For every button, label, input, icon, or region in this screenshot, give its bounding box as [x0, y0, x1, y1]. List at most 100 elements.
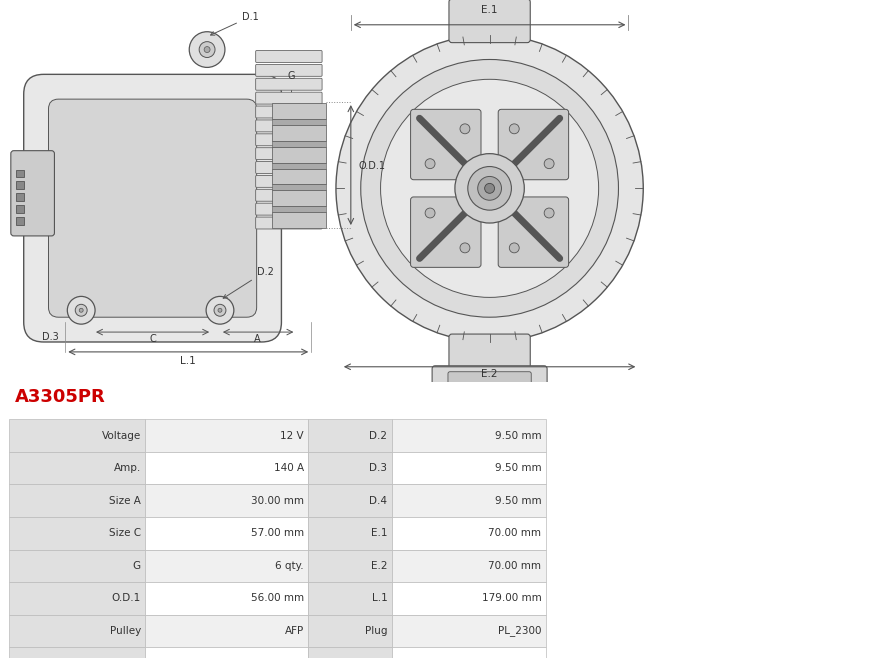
- FancyBboxPatch shape: [9, 517, 145, 549]
- Bar: [271, 103, 326, 119]
- Text: D.3: D.3: [42, 332, 59, 342]
- FancyBboxPatch shape: [145, 452, 308, 484]
- Bar: [16, 193, 24, 201]
- Text: 9.50 mm: 9.50 mm: [494, 463, 541, 473]
- Bar: [16, 205, 24, 213]
- Bar: [271, 190, 326, 206]
- FancyBboxPatch shape: [9, 582, 145, 615]
- Circle shape: [214, 304, 226, 316]
- Text: E.1: E.1: [481, 5, 498, 15]
- FancyBboxPatch shape: [145, 517, 308, 549]
- Text: 9.50 mm: 9.50 mm: [494, 495, 541, 506]
- Text: E.1: E.1: [371, 528, 388, 538]
- FancyBboxPatch shape: [145, 582, 308, 615]
- Text: D.4: D.4: [369, 495, 388, 506]
- FancyBboxPatch shape: [308, 647, 392, 658]
- FancyBboxPatch shape: [9, 647, 145, 658]
- Text: 30.00 mm: 30.00 mm: [251, 495, 304, 506]
- FancyBboxPatch shape: [11, 151, 54, 236]
- Bar: [271, 168, 326, 184]
- Text: D.2: D.2: [369, 431, 388, 441]
- FancyBboxPatch shape: [308, 419, 392, 452]
- Bar: [271, 119, 326, 125]
- FancyBboxPatch shape: [256, 134, 322, 145]
- FancyBboxPatch shape: [256, 147, 322, 160]
- Bar: [16, 170, 24, 178]
- FancyBboxPatch shape: [145, 419, 308, 452]
- FancyBboxPatch shape: [392, 484, 546, 517]
- FancyBboxPatch shape: [392, 549, 546, 582]
- Circle shape: [361, 59, 619, 317]
- Circle shape: [425, 208, 435, 218]
- FancyBboxPatch shape: [392, 647, 546, 658]
- Circle shape: [509, 243, 519, 253]
- Text: E.2: E.2: [481, 368, 498, 379]
- Bar: [271, 141, 326, 147]
- FancyBboxPatch shape: [256, 176, 322, 188]
- FancyBboxPatch shape: [9, 615, 145, 647]
- FancyBboxPatch shape: [308, 549, 392, 582]
- Text: D.3: D.3: [369, 463, 388, 473]
- Text: AFP: AFP: [284, 626, 304, 636]
- Circle shape: [79, 309, 84, 313]
- Text: O.D.1: O.D.1: [112, 594, 140, 603]
- Bar: [271, 147, 326, 163]
- FancyBboxPatch shape: [308, 484, 392, 517]
- FancyBboxPatch shape: [24, 74, 282, 342]
- FancyBboxPatch shape: [308, 452, 392, 484]
- FancyBboxPatch shape: [392, 582, 546, 615]
- FancyBboxPatch shape: [256, 217, 322, 229]
- Bar: [271, 163, 326, 168]
- Circle shape: [204, 47, 210, 53]
- FancyBboxPatch shape: [392, 452, 546, 484]
- FancyBboxPatch shape: [145, 484, 308, 517]
- FancyBboxPatch shape: [9, 452, 145, 484]
- FancyBboxPatch shape: [9, 549, 145, 582]
- Text: Plug: Plug: [364, 626, 388, 636]
- Circle shape: [460, 124, 470, 134]
- FancyBboxPatch shape: [411, 109, 481, 180]
- Text: 57.00 mm: 57.00 mm: [251, 528, 304, 538]
- Text: A: A: [254, 334, 261, 344]
- FancyBboxPatch shape: [145, 615, 308, 647]
- Text: 6 qty.: 6 qty.: [275, 561, 304, 571]
- Circle shape: [206, 296, 234, 324]
- Text: PL_2300: PL_2300: [498, 626, 541, 636]
- FancyBboxPatch shape: [308, 517, 392, 549]
- FancyBboxPatch shape: [256, 203, 322, 215]
- FancyBboxPatch shape: [256, 190, 322, 201]
- Circle shape: [544, 208, 554, 218]
- Circle shape: [218, 309, 222, 313]
- FancyBboxPatch shape: [256, 120, 322, 132]
- FancyBboxPatch shape: [49, 99, 257, 317]
- FancyBboxPatch shape: [449, 0, 530, 43]
- FancyBboxPatch shape: [449, 334, 530, 378]
- FancyBboxPatch shape: [392, 517, 546, 549]
- Text: E.2: E.2: [371, 561, 388, 571]
- Circle shape: [477, 176, 501, 200]
- Text: G: G: [132, 561, 140, 571]
- Text: 12 V: 12 V: [280, 431, 304, 441]
- FancyBboxPatch shape: [256, 51, 322, 63]
- Bar: [271, 184, 326, 190]
- Circle shape: [455, 154, 525, 223]
- FancyBboxPatch shape: [256, 78, 322, 90]
- FancyBboxPatch shape: [9, 419, 145, 452]
- Text: 70.00 mm: 70.00 mm: [488, 561, 541, 571]
- Circle shape: [485, 184, 494, 193]
- Circle shape: [76, 304, 87, 316]
- FancyBboxPatch shape: [145, 549, 308, 582]
- Circle shape: [425, 159, 435, 168]
- Circle shape: [509, 124, 519, 134]
- FancyBboxPatch shape: [392, 615, 546, 647]
- Bar: [271, 206, 326, 212]
- FancyBboxPatch shape: [256, 92, 322, 104]
- Circle shape: [468, 166, 511, 210]
- Bar: [271, 212, 326, 228]
- Text: 179.00 mm: 179.00 mm: [482, 594, 541, 603]
- FancyBboxPatch shape: [256, 106, 322, 118]
- Text: L.1: L.1: [372, 594, 388, 603]
- Text: Size A: Size A: [109, 495, 140, 506]
- Circle shape: [544, 159, 554, 168]
- Circle shape: [380, 80, 598, 297]
